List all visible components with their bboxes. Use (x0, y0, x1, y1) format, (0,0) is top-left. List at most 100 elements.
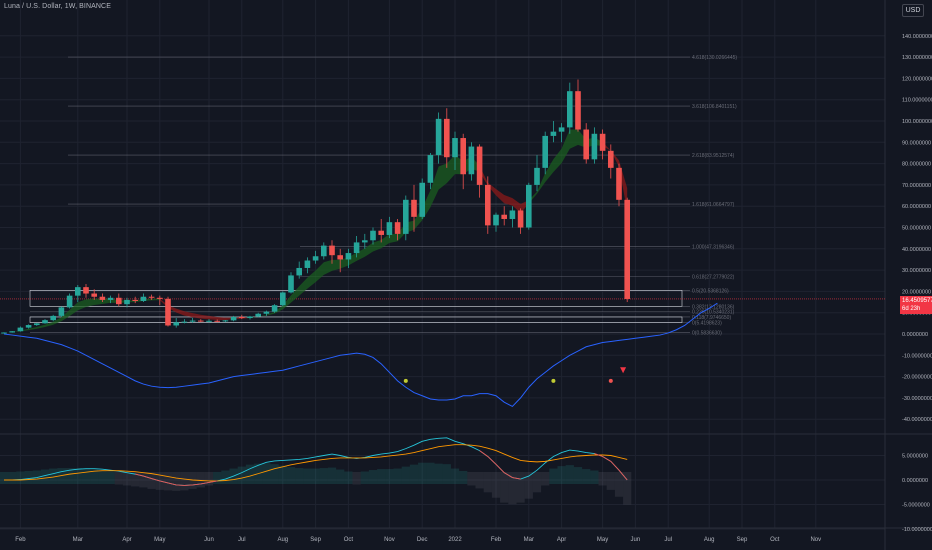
price-tick-label: 140.0000000 (902, 34, 932, 40)
candle-body (296, 267, 302, 276)
candle-body (616, 167, 622, 200)
macd-histogram-bar (360, 471, 369, 484)
trend-band (528, 129, 603, 204)
price-axis[interactable]: 140.0000000 130.0000000 120.0000000 110.000… (902, 34, 932, 533)
candle-body (1, 332, 7, 334)
time-tick-label: May (597, 537, 608, 543)
candle-body (608, 150, 614, 168)
macd-histogram-bar (557, 466, 566, 484)
macd-histogram-bar (368, 470, 378, 484)
fib-label: 2.618(83.9512574) (692, 153, 735, 159)
fib-label: 4.618(130.0266445) (692, 55, 737, 61)
candle-body (558, 127, 565, 132)
price-tick-label: 90.0000000 (902, 140, 931, 146)
time-tick-label: Sep (737, 537, 748, 543)
candle-body (312, 256, 319, 261)
macd-histogram-bar (483, 472, 492, 493)
macd-histogram-bar (565, 465, 574, 484)
time-tick-label: Mar (524, 537, 534, 543)
currency-button[interactable]: USD (902, 4, 924, 17)
price-tick-label: 70.0000000 (902, 183, 931, 189)
signal-dot (608, 378, 613, 383)
macd-histogram-bar (65, 468, 74, 484)
candle-body (403, 199, 409, 234)
macd-histogram-bar (344, 471, 353, 484)
fib-label: 1.000(47.3196346) (692, 245, 735, 251)
price-tick-label: 130.0000000 (902, 55, 932, 61)
candle-body (165, 298, 171, 326)
candlesticks[interactable] (1, 79, 630, 334)
macd-histogram-bar (385, 469, 394, 484)
macd-histogram-bar (582, 469, 591, 484)
candle-body (427, 155, 434, 183)
candle-body (132, 299, 138, 301)
trend-bands (4, 129, 628, 333)
bar-countdown: 6d 23h (902, 306, 921, 312)
trend-band (159, 298, 250, 321)
macd-histogram-bar (614, 472, 624, 497)
fib-label: 0.618(27.2779022) (692, 274, 735, 280)
candle-body (575, 91, 581, 130)
fib-label: 0.236(10.5340231) (692, 310, 735, 316)
macd-histogram-bar (377, 469, 386, 484)
time-tick-label: Oct (344, 537, 354, 543)
last-price-value: 16.4509577 (902, 298, 932, 304)
candle-body (107, 297, 114, 300)
candle-body (263, 311, 270, 314)
candle-body (337, 255, 343, 260)
macd-histogram-bar (442, 464, 451, 484)
candle-body (353, 242, 360, 254)
price-tick-label: 0.0000000 (902, 332, 928, 338)
macd-histogram-bar (295, 468, 304, 484)
candle-body (25, 325, 32, 328)
macd-histogram-bar (434, 463, 443, 484)
price-tick-label: 50.0000000 (902, 226, 931, 232)
candle-body (542, 135, 548, 168)
macd-histogram-bar (114, 472, 123, 485)
fib-label: 1.618(61.0664797) (692, 202, 735, 208)
candle-body (140, 296, 147, 301)
price-tick-label: 100.0000000 (902, 119, 932, 125)
macd-histogram-bar (122, 472, 132, 486)
time-tick-label: Sep (310, 537, 321, 543)
candle-body (591, 133, 598, 160)
candle-body (42, 320, 48, 324)
time-axis[interactable]: Feb Mar Apr May Jun Jul Aug Sep Oct Nov Dec 2022 Feb… (15, 537, 821, 543)
macd-histogram-bar (0, 472, 9, 484)
macd-histogram-bar (221, 470, 230, 484)
time-tick-label: Dec (417, 537, 428, 543)
candle-body (452, 138, 458, 158)
macd-histogram-bar (286, 467, 296, 484)
time-tick-label: Aug (704, 537, 715, 543)
macd-histogram-bar (573, 467, 583, 484)
trend-band (4, 298, 160, 333)
candle-body (345, 253, 352, 260)
macd-histogram-bar (180, 472, 189, 491)
macd-histogram-bar (475, 472, 484, 489)
signal-dot (403, 378, 408, 383)
candle-body (476, 146, 483, 185)
candle-body (567, 91, 573, 128)
candle-body (255, 313, 261, 317)
time-tick-label: Apr (557, 537, 566, 543)
macd-histogram-bar (8, 472, 17, 484)
candle-body (304, 260, 311, 268)
macd-histogram-bar (459, 471, 468, 484)
blue-indicator (3, 302, 718, 408)
macd-histogram-bar (245, 464, 255, 484)
macd-histogram-bar (409, 464, 419, 484)
candle-body (526, 184, 532, 228)
signal-dot (551, 378, 556, 383)
macd-histogram-bar (401, 466, 410, 484)
candle-body (435, 118, 442, 156)
candle-body (386, 222, 393, 235)
candle-body (198, 320, 204, 322)
price-tick-label: 20.0000000 (902, 289, 931, 295)
macd-histogram-bar (311, 468, 320, 484)
macd-histogram-bar (336, 469, 345, 484)
macd-histogram-bar (590, 470, 599, 484)
trend-band (479, 165, 529, 213)
candle-body (116, 297, 122, 305)
time-tick-label: May (154, 537, 165, 543)
